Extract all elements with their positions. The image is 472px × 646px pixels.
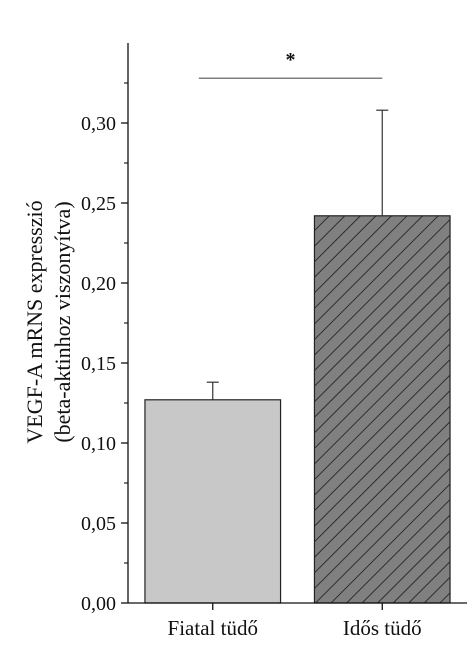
y-tick-label: 0,25 bbox=[81, 193, 116, 215]
y-axis-label: VEGF-A mRNS expresszió (beta-aktinhoz vi… bbox=[22, 200, 75, 443]
y-tick-label: 0,00 bbox=[81, 593, 116, 615]
significance-label: * bbox=[286, 49, 296, 71]
y-tick-label: 0,20 bbox=[81, 273, 116, 295]
y-tick-label: 0,05 bbox=[81, 513, 116, 535]
x-tick-label: Idős tüdő bbox=[343, 616, 422, 640]
x-tick-label: Fiatal tüdő bbox=[168, 616, 258, 640]
error-bar-1 bbox=[206, 381, 219, 400]
y-tick-label: 0,15 bbox=[81, 353, 116, 375]
bar-2 bbox=[313, 215, 451, 604]
y-tick-label: 0,10 bbox=[81, 433, 116, 455]
y-axis-label-line2: (beta-aktinhoz viszonyítva) bbox=[50, 201, 75, 442]
y-axis-label-line1: VEGF-A mRNS expresszió bbox=[22, 200, 47, 443]
y-tick-label: 0,30 bbox=[81, 113, 116, 135]
error-bar-2 bbox=[376, 109, 389, 216]
bar-1 bbox=[144, 399, 282, 604]
